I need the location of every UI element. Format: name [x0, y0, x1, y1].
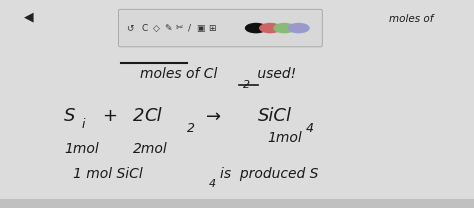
Text: →: → — [206, 108, 221, 125]
Text: 2: 2 — [243, 80, 250, 90]
Text: 2mol: 2mol — [133, 142, 167, 156]
Text: moles of: moles of — [389, 14, 433, 24]
Text: C: C — [141, 24, 148, 33]
Text: 2: 2 — [133, 108, 144, 125]
FancyBboxPatch shape — [118, 9, 322, 47]
FancyBboxPatch shape — [0, 199, 474, 208]
Text: ◀: ◀ — [24, 10, 33, 23]
Text: S: S — [64, 108, 75, 125]
Text: ◇: ◇ — [153, 24, 160, 33]
Circle shape — [274, 24, 295, 33]
Text: moles of Cl: moles of Cl — [140, 67, 217, 81]
Text: i: i — [82, 118, 85, 131]
Text: ✎: ✎ — [164, 24, 172, 33]
Circle shape — [246, 24, 266, 33]
Text: ⊞: ⊞ — [209, 24, 216, 33]
Text: SiCl: SiCl — [258, 108, 292, 125]
Text: is  produced S: is produced S — [220, 167, 319, 181]
Text: +: + — [102, 108, 117, 125]
Text: ▣: ▣ — [196, 24, 205, 33]
Circle shape — [288, 24, 309, 33]
Text: 1mol: 1mol — [268, 131, 302, 145]
Text: Cl: Cl — [145, 108, 162, 125]
Text: 1mol: 1mol — [64, 142, 99, 156]
Text: ✂: ✂ — [175, 24, 183, 33]
Text: 4: 4 — [209, 179, 216, 189]
Text: ↺: ↺ — [127, 24, 134, 33]
Circle shape — [260, 24, 281, 33]
Text: 4: 4 — [306, 123, 314, 135]
Text: used!: used! — [253, 67, 296, 81]
Text: /: / — [188, 24, 191, 33]
Text: 2: 2 — [187, 123, 195, 135]
Text: 1 mol SiCl: 1 mol SiCl — [73, 167, 143, 181]
